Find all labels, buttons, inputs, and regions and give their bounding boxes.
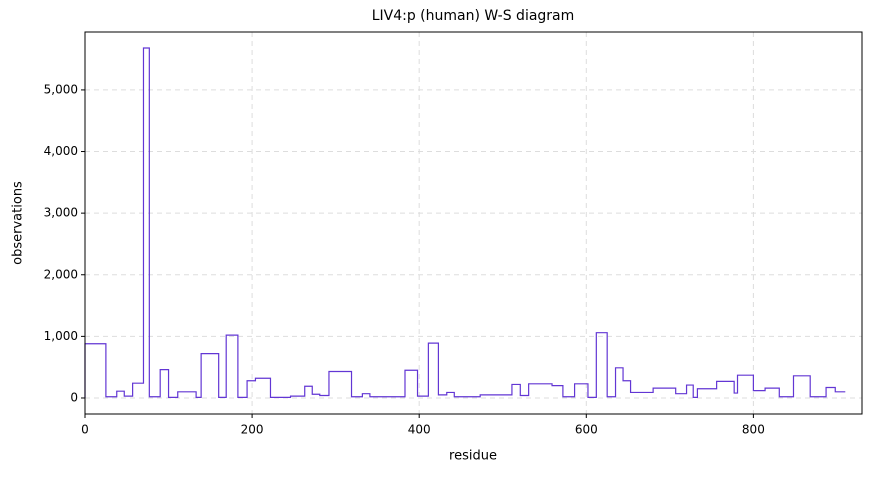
y-axis-label: observations: [11, 181, 26, 265]
plot-frame: [84, 31, 863, 415]
y-tick-label: 4,000: [44, 144, 78, 158]
y-tick-label: 1,000: [44, 329, 78, 343]
y-tick-label: 0: [70, 390, 78, 404]
x-axis-label: residue: [449, 449, 497, 464]
y-tick-label: 5,000: [44, 82, 78, 96]
x-tick-label: 600: [575, 423, 598, 437]
y-tick-label: 2,000: [44, 267, 78, 281]
x-tick-label: 0: [81, 423, 89, 437]
chart-title: LIV4:p (human) W-S diagram: [372, 8, 575, 24]
y-tick-label: 3,000: [44, 206, 78, 220]
x-tick-label: 400: [408, 423, 431, 437]
x-tick-label: 200: [241, 423, 264, 437]
x-tick-label: 800: [742, 423, 765, 437]
data-line: [84, 47, 846, 398]
